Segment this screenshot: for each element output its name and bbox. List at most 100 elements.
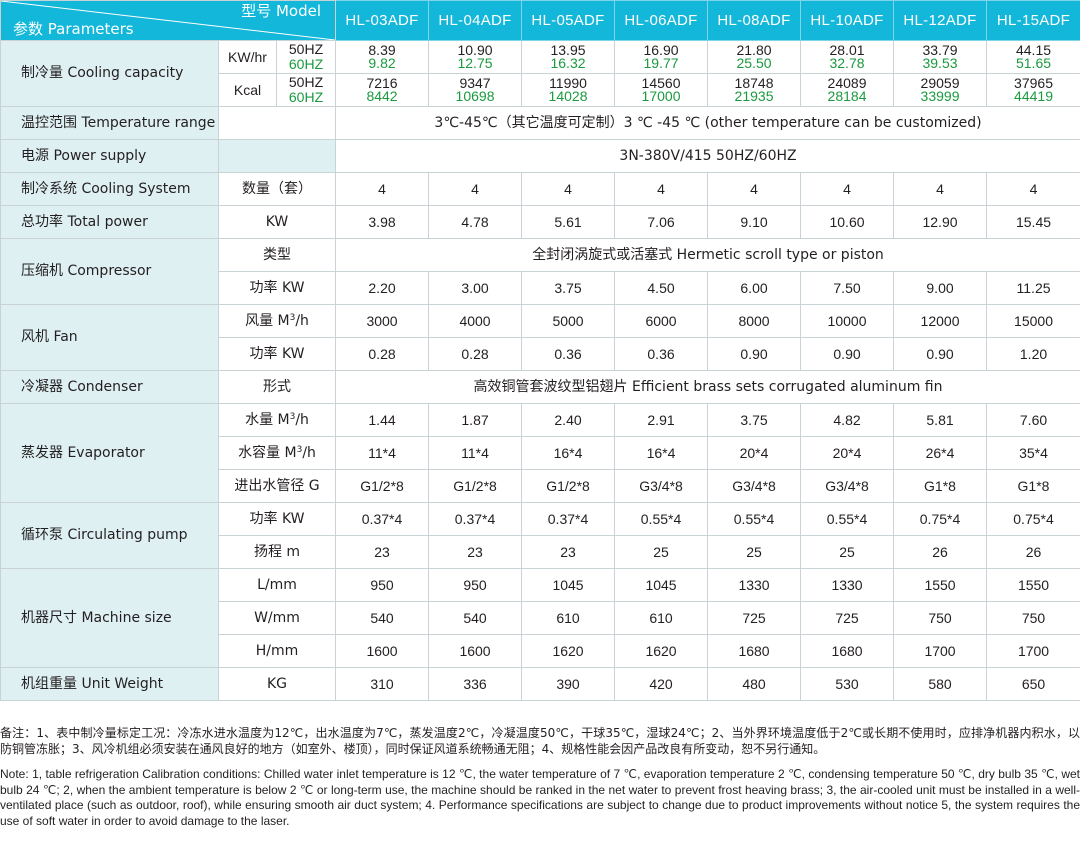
- value-cell: 0.75*4: [893, 502, 988, 536]
- row-sub-label: KW: [217, 205, 337, 239]
- spanning-value: 全封闭涡旋式或活塞式 Hermetic scroll type or pisto…: [335, 238, 1080, 272]
- value-60hz: 39.53: [922, 55, 958, 71]
- evaporator-water-row: 蒸发器 Evaporator 水量 M3/h 1.44 1.87 2.40 2.91 3.7…: [0, 403, 1080, 503]
- value-cell: G1*8: [986, 469, 1080, 503]
- sub-label-unit: /h: [295, 411, 309, 428]
- cooling-system-row: 制冷系统 Cooling System 数量（套） 4 4 4 4 4 4 4 4: [0, 172, 1080, 206]
- value-50hz: 11990: [549, 75, 587, 91]
- value-cell: 1620: [521, 634, 616, 668]
- value-cell: 20*4: [800, 436, 895, 470]
- value-60hz: 51.65: [1015, 55, 1052, 71]
- value-cell: 10.90 12.75: [428, 40, 523, 74]
- row-sub-label: H/mm: [217, 634, 337, 668]
- value-cell: 4000: [428, 304, 523, 338]
- value-cell: 29059 33999: [893, 73, 988, 107]
- value-cell: 3.98: [335, 205, 430, 239]
- value-cell: 950: [428, 568, 523, 602]
- model-header-label: 型号 Model: [241, 2, 322, 20]
- value-cell: 0.37*4: [335, 502, 430, 536]
- row-sub-label: 功率 KW: [217, 337, 337, 371]
- value-cell: 23: [521, 535, 616, 569]
- value-cell: 480: [707, 667, 802, 701]
- size-h-row: H/mm 1600 1600 1620 1620 1680 1680 1700 1700: [1, 634, 1080, 668]
- kw-unit: KW/hr: [218, 40, 277, 74]
- value-cell: 14560 17000: [614, 73, 709, 107]
- notes-section: 备注：1、表中制冷量标定工况：冷冻水进水温度为12℃，出水温度为7℃，蒸发温度2…: [0, 726, 1080, 839]
- hz-cell: 50HZ 60HZ: [275, 73, 337, 107]
- value-cell: 0.90: [707, 337, 802, 371]
- row-label: 电源 Power supply: [0, 139, 219, 173]
- value-cell: 5.81: [893, 403, 988, 437]
- value-cell: 1600: [428, 634, 523, 668]
- row-label: 机组重量 Unit Weight: [0, 667, 219, 701]
- value-cell: 1700: [986, 634, 1080, 668]
- value-50hz: 14560: [641, 75, 681, 91]
- value-cell: 0.28: [335, 337, 430, 371]
- value-60hz: 32.78: [829, 55, 865, 71]
- value-cell: 6.00: [707, 271, 802, 305]
- value-cell: 2.91: [614, 403, 709, 437]
- value-cell: 16.90 19.77: [614, 40, 709, 74]
- value-50hz: 44.15: [1015, 42, 1052, 58]
- value-cell: G1*8: [893, 469, 988, 503]
- row-sub-label: 数量（套）: [217, 172, 337, 206]
- size-l-row: 机器尺寸 Machine size L/mm 950 950 1045 1045 1330 1…: [0, 568, 1080, 668]
- cooling-kw-row: 制冷量 Cooling capacity KW/hr 50HZ 60HZ 8.39 9.8…: [0, 40, 1080, 107]
- model-name: HL-04ADF: [428, 0, 523, 41]
- value-60hz: 8442: [366, 88, 398, 104]
- value-cell: 1680: [707, 634, 802, 668]
- value-cell: 0.75*4: [986, 502, 1080, 536]
- row-sub-label: 功率 KW: [217, 502, 337, 536]
- spanning-value: 3N-380V/415 50HZ/60HZ: [335, 139, 1080, 173]
- row-sub-label: 形式: [217, 370, 337, 404]
- value-50hz: 21.80: [736, 42, 772, 58]
- row-label: 制冷量 Cooling capacity: [0, 40, 219, 107]
- value-cell: 4: [893, 172, 988, 206]
- value-cell: 0.37*4: [428, 502, 523, 536]
- hz50-label: 50HZ: [288, 74, 324, 91]
- hz60-label: 60HZ: [288, 89, 324, 105]
- value-cell: 1.87: [428, 403, 523, 437]
- value-cell: 10000: [800, 304, 895, 338]
- value-cell: 11*4: [428, 436, 523, 470]
- value-cell: G3/4*8: [614, 469, 709, 503]
- value-cell: 35*4: [986, 436, 1080, 470]
- value-cell: G1/2*8: [335, 469, 430, 503]
- value-cell: 4: [428, 172, 523, 206]
- value-cell: 26*4: [893, 436, 988, 470]
- row-sub-label: 类型: [217, 238, 337, 272]
- value-cell: 26: [986, 535, 1080, 569]
- value-cell: 0.90: [800, 337, 895, 371]
- row-label: 温控范围 Temperature range: [0, 106, 219, 140]
- value-cell: 12000: [893, 304, 988, 338]
- value-cell: 0.55*4: [707, 502, 802, 536]
- value-50hz: 16.90: [643, 42, 679, 58]
- value-cell: 7.06: [614, 205, 709, 239]
- value-cell: 11*4: [335, 436, 430, 470]
- value-cell: G1/2*8: [521, 469, 616, 503]
- value-50hz: 29059: [920, 75, 960, 91]
- hz60-label: 60HZ: [288, 56, 324, 72]
- value-cell: 3.75: [707, 403, 802, 437]
- value-cell: 1330: [707, 568, 802, 602]
- spec-table: 型号 Model 参数 Parameters HL-03ADF HL-04ADF…: [0, 0, 1080, 701]
- value-cell: 20*4: [707, 436, 802, 470]
- value-cell: 0.55*4: [614, 502, 709, 536]
- value-cell: 24089 28184: [800, 73, 895, 107]
- value-cell: 4: [335, 172, 430, 206]
- unit-weight-row: 机组重量 Unit Weight KG 310 336 390 420 480 530 580 6…: [0, 667, 1080, 701]
- value-cell: 12.90: [893, 205, 988, 239]
- value-50hz: 8.39: [368, 42, 396, 58]
- value-cell: 16*4: [521, 436, 616, 470]
- sub-label-text: 水容量 M: [238, 444, 297, 461]
- model-name: HL-05ADF: [521, 0, 616, 41]
- value-50hz: 9347: [459, 75, 491, 91]
- value-50hz: 37965: [1014, 75, 1053, 91]
- value-cell: 11990 14028: [521, 73, 616, 107]
- value-cell: 44.15 51.65: [986, 40, 1080, 74]
- value-cell: 7.50: [800, 271, 895, 305]
- value-cell: 310: [335, 667, 430, 701]
- value-cell: 4.78: [428, 205, 523, 239]
- value-cell: 390: [521, 667, 616, 701]
- value-cell: 0.37*4: [521, 502, 616, 536]
